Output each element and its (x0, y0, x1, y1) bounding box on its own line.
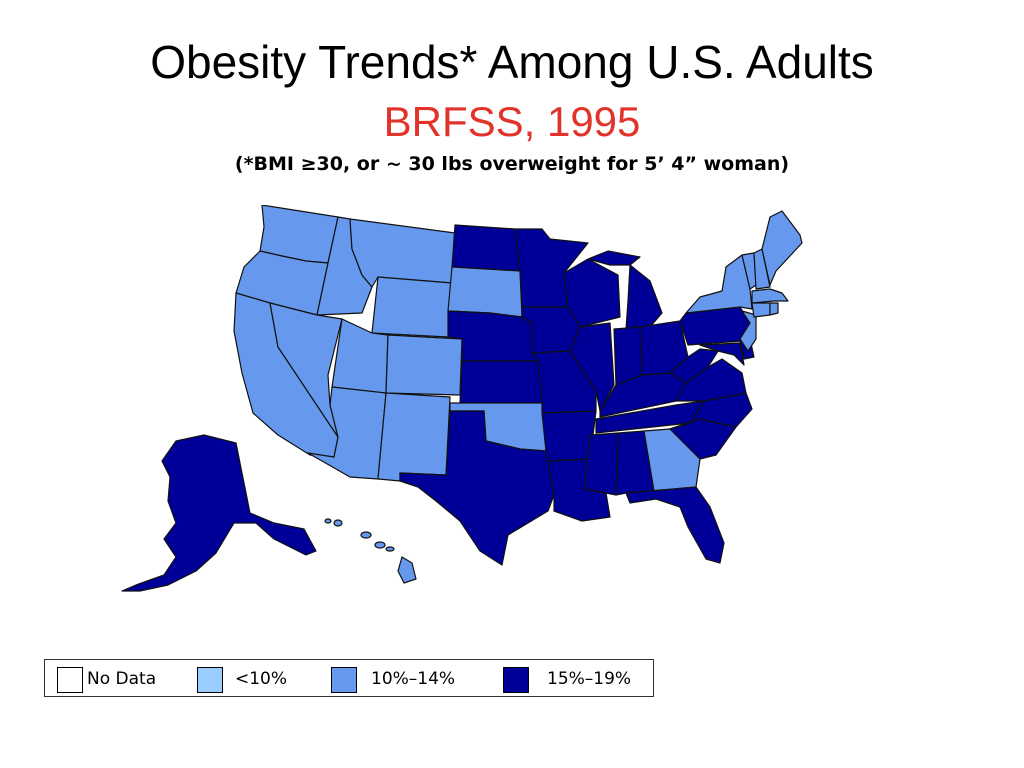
state-mi (625, 264, 663, 330)
state-hi-3 (360, 531, 372, 539)
legend-swatch-no-data (57, 667, 83, 693)
legend-label-lt10: <10% (235, 669, 288, 689)
state-ny (685, 254, 753, 314)
state-nd (451, 224, 521, 272)
state-md (699, 342, 745, 366)
slide-title: Obesity Trends* Among U.S. Adults (150, 36, 874, 88)
legend-label-no-data: No Data (87, 669, 157, 689)
state-ga (643, 428, 701, 492)
state-me (761, 210, 803, 286)
state-tx (399, 410, 555, 566)
state-ks (459, 360, 543, 404)
legend-swatch-lt10 (197, 667, 223, 693)
us-obesity-map (121, 205, 803, 592)
state-hi-big-island (397, 556, 417, 584)
state-nm (377, 392, 451, 482)
bmi-footnote: (*BMI ≥30, or ~ 30 lbs overweight for 5’… (234, 153, 790, 175)
state-ma (751, 288, 789, 304)
state-hi-1 (324, 518, 332, 524)
state-co (385, 334, 463, 396)
slide-subtitle: BRFSS, 1995 (383, 98, 641, 145)
state-fl (625, 486, 725, 564)
legend-label-10-14: 10%–14% (371, 669, 456, 689)
state-mt (349, 218, 456, 288)
state-hi-5 (385, 546, 395, 552)
legend-swatch-10-14 (331, 667, 357, 693)
state-nh (753, 248, 771, 290)
state-wy (371, 276, 453, 338)
state-hi-2 (333, 519, 343, 527)
state-ak (121, 434, 317, 592)
map-legend: No Data <10% 10%–14% 15%–19% (44, 659, 654, 697)
state-nv (269, 302, 343, 438)
state-ct (751, 302, 771, 318)
state-sd (447, 266, 523, 318)
state-mi-upper (587, 250, 641, 266)
legend-label-15-19: 15%–19% (547, 669, 632, 689)
state-hi-4 (374, 541, 386, 549)
legend-swatch-15-19 (503, 667, 529, 693)
state-ms (583, 432, 619, 496)
state-ri (769, 302, 779, 316)
state-il (569, 322, 615, 412)
